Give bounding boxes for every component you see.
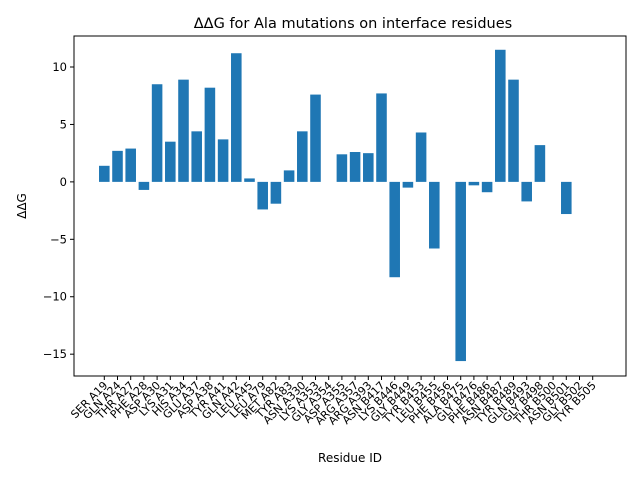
bar-25 [429, 181, 440, 249]
y-axis-label: ΔΔG [15, 193, 29, 219]
bar-19 [349, 152, 361, 182]
bar-27 [455, 181, 466, 362]
bar-2 [125, 148, 136, 182]
bar-22 [389, 181, 400, 278]
bars-group [99, 49, 572, 362]
y-tick-label: −10 [43, 290, 67, 304]
bar-30 [495, 49, 506, 182]
bar-8 [204, 87, 216, 182]
bar-32 [521, 181, 532, 202]
bar-16 [310, 94, 321, 182]
chart-title: ΔΔG for Ala mutations on interface resid… [194, 16, 512, 32]
bar-24 [415, 132, 427, 182]
x-axis-label: Residue ID [318, 451, 382, 465]
plot-frame [73, 35, 627, 377]
bar-1 [112, 150, 123, 182]
y-tick-label: −15 [43, 347, 67, 361]
y-tick-label: 10 [52, 60, 67, 74]
bar-33 [534, 145, 546, 182]
bar-12 [257, 181, 268, 210]
bar-11 [244, 178, 255, 182]
bar-29 [481, 181, 493, 193]
bar-23 [402, 181, 414, 188]
bar-35 [561, 181, 572, 215]
bar-31 [508, 79, 519, 182]
bar-28 [468, 181, 480, 186]
y-tick-label: −5 [50, 232, 67, 246]
bar-15 [297, 131, 308, 182]
bar-7 [191, 131, 202, 182]
bar-14 [283, 170, 295, 182]
y-axis-ticks: −15 −10 −5 0 5 10 [43, 60, 74, 361]
bar-9 [217, 139, 229, 182]
bar-6 [178, 79, 189, 182]
bar-3 [138, 181, 150, 190]
bar-0 [99, 165, 110, 182]
bar-18 [336, 154, 348, 182]
bar-10 [231, 53, 242, 182]
y-tick-label: 0 [60, 175, 67, 189]
bar-13 [270, 181, 282, 204]
bar-20 [363, 153, 374, 182]
bar-21 [376, 93, 387, 182]
y-tick-label: 5 [60, 117, 67, 131]
bar-4 [151, 84, 163, 182]
bar-5 [165, 141, 176, 182]
